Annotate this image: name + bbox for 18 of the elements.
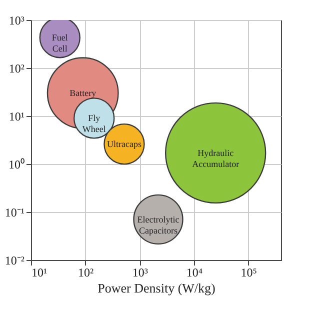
- y-tick-label: 10³: [8, 14, 25, 28]
- x-tick-label: 10²: [78, 266, 94, 280]
- y-tick-label: 10⁰: [8, 158, 24, 172]
- y-tick-label: 10²: [8, 62, 25, 76]
- series-label: Electrolytic Capacitors: [137, 214, 180, 236]
- x-tick-label: 10³: [132, 266, 148, 280]
- series-label: Hydraulic Accumulator: [192, 148, 240, 169]
- series-label: Fly Wheel: [82, 113, 106, 134]
- series-label: Battery: [70, 88, 97, 98]
- y-tick-label: 10⁻²: [4, 254, 25, 268]
- series-label: Ultracaps: [106, 139, 142, 150]
- y-tick-label: 10¹: [8, 110, 25, 124]
- series-label: Fuel Cell: [52, 32, 68, 54]
- x-axis-title: Power Density (W/kg): [98, 280, 216, 296]
- y-tick-label: 10⁻¹: [4, 206, 25, 220]
- x-tick-label: 10¹: [32, 266, 48, 280]
- x-tick-label: 10⁴: [186, 266, 203, 280]
- x-tick-label: 10⁵: [240, 266, 257, 280]
